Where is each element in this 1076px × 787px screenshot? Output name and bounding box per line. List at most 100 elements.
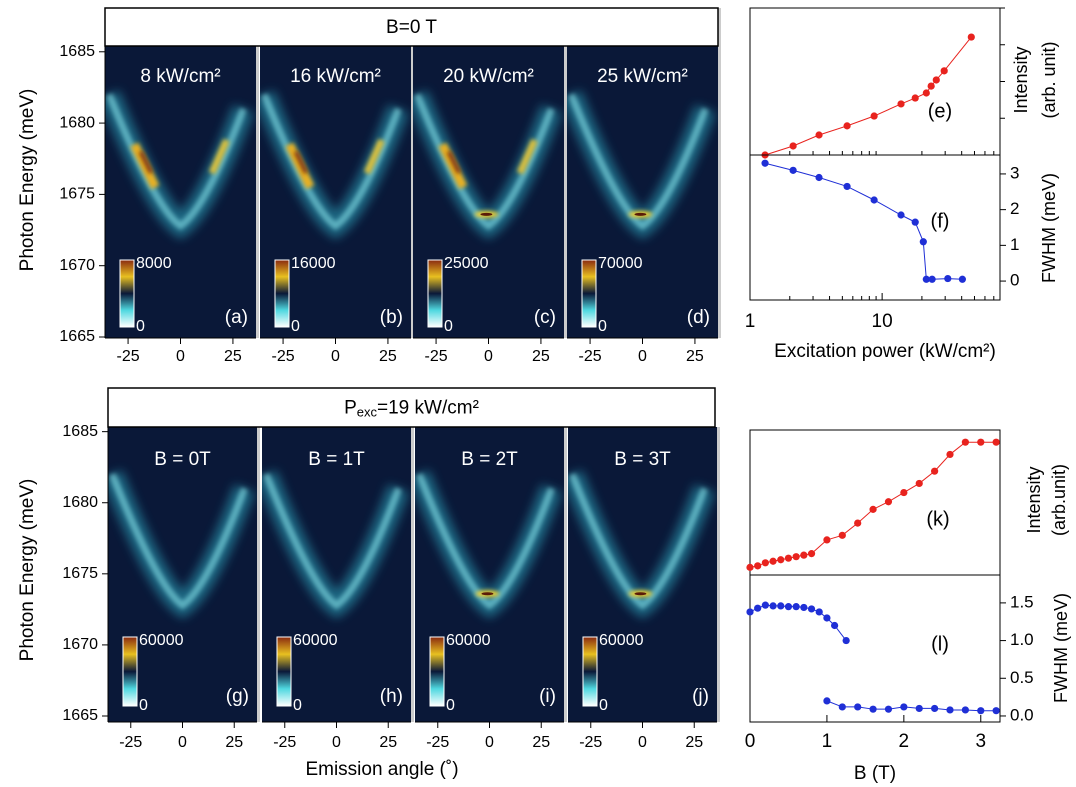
colorbar bbox=[274, 259, 290, 328]
panel-label: (a) bbox=[225, 307, 248, 328]
colorbar-tick-label: 0 bbox=[139, 697, 148, 714]
colorbar-tick-label: 0 bbox=[293, 697, 302, 714]
emission-streak bbox=[516, 138, 538, 175]
data-point bbox=[870, 112, 878, 120]
colorbar-tick-label: 0 bbox=[444, 318, 453, 335]
data-point bbox=[919, 238, 927, 246]
data-point bbox=[807, 550, 816, 558]
colorbar-tick-label: 8000 bbox=[136, 255, 172, 272]
x-tick-label: 25 bbox=[686, 348, 704, 365]
data-point bbox=[897, 100, 905, 108]
condensate-core bbox=[634, 592, 647, 596]
emission-streak bbox=[130, 142, 160, 190]
x-tick-label: 25 bbox=[224, 348, 242, 365]
colorbar bbox=[429, 636, 445, 707]
data-line bbox=[749, 604, 847, 641]
y-axis-label: FWHM (meV) bbox=[1051, 593, 1071, 703]
y-tick-label: 0.5 bbox=[1010, 668, 1034, 687]
data-point bbox=[992, 438, 1000, 446]
data-point bbox=[992, 707, 1000, 715]
header-box bbox=[104, 7, 719, 47]
data-point bbox=[946, 706, 954, 714]
x-tick-label: -25 bbox=[117, 348, 140, 365]
x-tick-label: 25 bbox=[532, 734, 550, 751]
data-point bbox=[922, 275, 930, 283]
dispersion-core bbox=[262, 473, 402, 610]
colorbar-tick-label: 60000 bbox=[599, 632, 644, 649]
data-point bbox=[928, 275, 936, 283]
x-axis-label: Excitation power (kW/cm²) bbox=[774, 341, 996, 362]
data-point bbox=[838, 703, 846, 711]
data-point bbox=[870, 196, 878, 204]
data-point bbox=[897, 211, 905, 219]
emission-streak bbox=[285, 142, 315, 190]
data-point bbox=[931, 467, 939, 475]
x-tick-label: 25 bbox=[225, 734, 243, 751]
plot-frame bbox=[749, 7, 1001, 156]
colorbar bbox=[122, 636, 138, 707]
panel-label: (j) bbox=[692, 686, 709, 707]
header-main: P bbox=[344, 398, 357, 419]
x-tick-label: -25 bbox=[273, 734, 296, 751]
colorbar-tick-label: 0 bbox=[291, 318, 300, 335]
y-tick-label: 0 bbox=[1010, 271, 1019, 290]
dispersion-core bbox=[567, 93, 709, 231]
colorbar-tick-label: 25000 bbox=[444, 255, 489, 272]
x-tick-label: 10 bbox=[872, 311, 893, 332]
panel-title: 20 kW/cm² bbox=[443, 66, 534, 87]
data-point bbox=[838, 531, 846, 539]
colorbar-tick-label: 60000 bbox=[293, 632, 338, 649]
data-point bbox=[769, 557, 777, 565]
data-point bbox=[977, 438, 985, 446]
x-tick-label: -25 bbox=[426, 734, 449, 751]
colorbar bbox=[581, 259, 597, 328]
y-tick-label: 1675 bbox=[62, 565, 98, 582]
panel-title: 25 kW/cm² bbox=[597, 66, 688, 87]
panel-label: (g) bbox=[226, 686, 249, 707]
y-tick-label: 1670 bbox=[59, 257, 95, 274]
y-tick-label: 2 bbox=[1010, 199, 1019, 218]
data-point bbox=[958, 275, 966, 283]
data-line bbox=[826, 700, 997, 712]
colorbar bbox=[276, 636, 292, 707]
data-point bbox=[911, 94, 919, 102]
data-point bbox=[884, 705, 893, 713]
y-axis-label: Intensity bbox=[1024, 466, 1044, 533]
x-tick-label: -25 bbox=[425, 348, 448, 365]
data-point bbox=[869, 705, 877, 713]
data-point bbox=[789, 166, 797, 174]
x-tick-label: 25 bbox=[685, 734, 703, 751]
panel-label: (b) bbox=[380, 307, 403, 328]
y-tick-label: 1665 bbox=[59, 328, 95, 345]
panel-label: (e) bbox=[928, 100, 952, 122]
emission-streak bbox=[446, 150, 461, 174]
panel-label: (k) bbox=[926, 508, 949, 530]
data-point bbox=[800, 603, 808, 612]
panel-label: (i) bbox=[539, 686, 556, 707]
data-point bbox=[946, 450, 954, 459]
data-point bbox=[869, 505, 877, 513]
x-tick-label: -25 bbox=[119, 734, 142, 751]
x-tick-label: 0 bbox=[745, 731, 756, 752]
colorbar-tick-label: 0 bbox=[599, 697, 608, 714]
colorbar bbox=[119, 259, 135, 328]
emission-streak bbox=[293, 150, 308, 174]
panel-label: (h) bbox=[380, 686, 403, 707]
x-tick-label: 2 bbox=[899, 731, 910, 752]
x-tick-label: -25 bbox=[272, 348, 295, 365]
x-tick-label: 0 bbox=[332, 734, 341, 751]
dispersion-core bbox=[568, 473, 708, 610]
data-point bbox=[944, 274, 952, 283]
data-point bbox=[932, 76, 940, 84]
x-tick-label: 0 bbox=[485, 734, 494, 751]
emission-streak bbox=[208, 138, 230, 175]
data-point bbox=[931, 704, 939, 713]
header: Pexc=19 kW/cm² bbox=[344, 398, 479, 420]
data-point bbox=[915, 479, 923, 488]
data-point bbox=[900, 488, 908, 497]
data-point bbox=[927, 82, 935, 90]
data-point bbox=[746, 563, 754, 571]
data-point bbox=[823, 536, 831, 544]
panel-title: 8 kW/cm² bbox=[140, 66, 220, 87]
y-axis-label: Photon Energy (meV) bbox=[17, 89, 38, 272]
